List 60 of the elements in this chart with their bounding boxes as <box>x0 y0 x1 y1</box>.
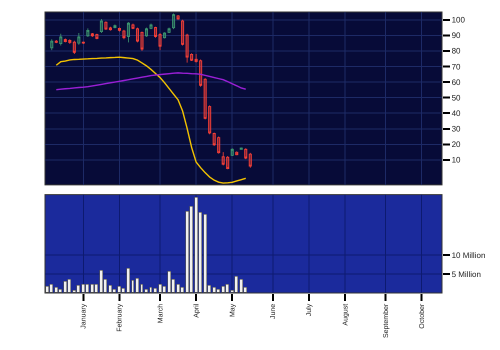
line-series <box>56 56 246 184</box>
candlestick <box>222 152 225 166</box>
candlestick <box>208 105 212 135</box>
candlestick <box>172 13 176 30</box>
candlestick <box>240 147 243 150</box>
candlestick <box>59 33 62 46</box>
candlestick <box>230 148 234 156</box>
y-tick-label: 10 <box>452 156 462 165</box>
candlestick <box>54 40 58 44</box>
candlestick <box>217 136 220 154</box>
candlestick <box>64 38 67 43</box>
y-tick-label: 40 <box>452 109 462 118</box>
candlestick <box>77 32 80 46</box>
candlestick <box>248 152 252 168</box>
candlestick <box>126 22 130 43</box>
candlestick <box>194 54 198 63</box>
candlestick <box>176 14 180 20</box>
candlestick <box>68 38 72 44</box>
y-tick-label: 100 <box>452 16 466 25</box>
candlestick <box>145 27 148 38</box>
y-tick-label: 60 <box>452 78 462 87</box>
candlestick <box>122 30 126 40</box>
y-tick-label: 20 <box>452 140 462 150</box>
candlestick <box>212 132 216 146</box>
candlestick <box>199 59 202 88</box>
candlestick <box>113 24 116 29</box>
candlestick <box>82 41 85 44</box>
candlestick <box>95 33 98 40</box>
candlestick <box>226 156 230 170</box>
y-tick-label: 90 <box>452 31 462 40</box>
y-tick-label: 30 <box>452 124 462 134</box>
candlestick <box>118 27 121 32</box>
candlestick <box>100 18 103 34</box>
candlestick <box>168 27 171 34</box>
line-series <box>56 72 246 90</box>
candlestick <box>181 19 184 46</box>
candlestick <box>140 31 144 52</box>
bar <box>135 278 139 293</box>
y-tick-label: 50 <box>452 93 462 102</box>
candlestick <box>163 32 166 39</box>
candlestick <box>158 32 162 51</box>
candlestick <box>50 38 54 51</box>
candlestick <box>72 40 76 54</box>
candlestick <box>131 23 134 30</box>
candlestick <box>190 52 194 62</box>
y-tick-label: 5 Million <box>452 270 481 279</box>
candlestick <box>186 33 189 63</box>
candlestick <box>90 32 94 38</box>
y-tick-label: 80 <box>452 46 462 56</box>
candlestick <box>244 148 248 160</box>
y-tick-label: 70 <box>452 62 462 72</box>
y-tick-label: 10 Million <box>452 250 486 260</box>
candlestick <box>204 78 207 120</box>
candlestick <box>108 26 112 32</box>
candlestick <box>154 26 158 38</box>
candlestick <box>86 28 90 38</box>
candlestick <box>150 23 153 30</box>
candlestick <box>104 20 108 30</box>
bar <box>45 286 49 293</box>
candlestick <box>136 27 139 43</box>
